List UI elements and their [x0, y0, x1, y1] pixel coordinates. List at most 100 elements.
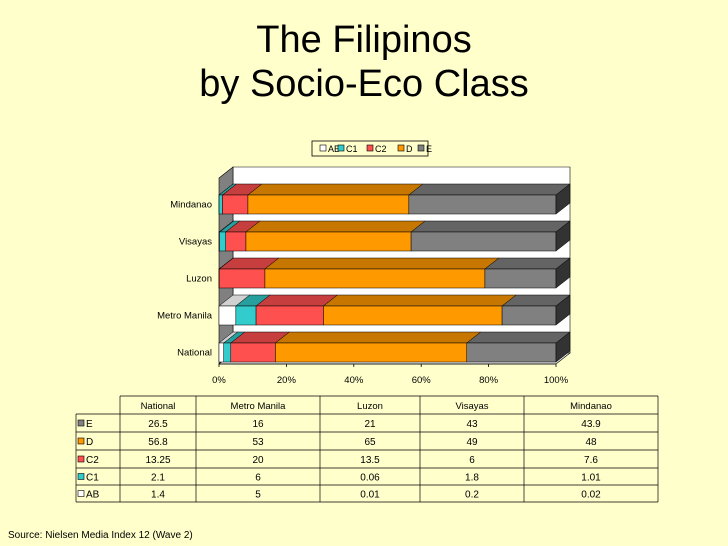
bar-end-metro-manila — [555, 294, 571, 326]
table-cell-e-national: 26.5 — [148, 419, 168, 430]
legend-swatch-e — [417, 144, 425, 152]
bar-segment-mindanao-c2 — [222, 194, 249, 215]
bar-top-mindanao-e — [408, 183, 571, 196]
table-cell-d-luzon: 65 — [364, 437, 376, 448]
bar-national — [218, 331, 571, 363]
x-axis: 0% 20% 40% 60% 80% 100% — [212, 363, 569, 386]
legend-label-d: D — [406, 144, 413, 154]
bar-segment-national-c2 — [230, 342, 276, 363]
legend-swatch-c1 — [337, 144, 345, 152]
bar-segment-national-e — [466, 342, 557, 363]
bar-segment-visayas-d — [245, 231, 412, 252]
table-header-metro-manila: Metro Manila — [231, 401, 287, 412]
bar-mindanao — [218, 183, 571, 215]
table-header-visayas: Visayas — [455, 401, 488, 412]
bar-top-luzon-d — [264, 257, 500, 270]
category-label-metro-manila: Metro Manila — [157, 311, 213, 322]
table-cell-e-luzon: 21 — [364, 419, 376, 430]
table-cell-c2-luzon: 13.5 — [360, 455, 380, 466]
table-cell-d-national: 56.8 — [148, 437, 168, 448]
bar-segment-metro-manila-ab — [218, 305, 237, 326]
bar-segment-national-ab — [218, 342, 224, 363]
table-cell-c2-metro-manila: 20 — [252, 455, 264, 466]
table-cell-ab-metro-manila: 5 — [255, 490, 261, 501]
table-cell-c2-visayas: 6 — [469, 455, 475, 466]
table-cell-ab-luzon: 0.01 — [360, 490, 380, 501]
table-cell-c1-visayas: 1.8 — [465, 473, 479, 484]
bar-top-national-e — [466, 331, 571, 344]
bar-top-visayas-e — [410, 220, 571, 233]
bar-top-metro-manila-d — [322, 294, 517, 307]
bar-segment-visayas-c1 — [219, 231, 226, 252]
bar-segment-mindanao-e — [408, 194, 557, 215]
table-swatch-ab — [77, 490, 85, 497]
table-cell-c1-luzon: 0.06 — [360, 473, 380, 484]
chart-title-line-2: by Socio-Eco Class — [199, 63, 529, 105]
x-tick-label-4: 80% — [479, 375, 499, 386]
table-cell-c2-mindanao: 7.6 — [584, 455, 598, 466]
bar-segment-mindanao-d — [247, 194, 410, 215]
table-swatch-c2 — [77, 455, 85, 463]
table-cell-d-visayas: 49 — [466, 437, 478, 448]
bar-segment-national-d — [275, 342, 467, 363]
table-cell-e-visayas: 43 — [466, 419, 478, 430]
legend-label-c1: C1 — [346, 144, 358, 154]
table-row-label-c2: C2 — [86, 455, 99, 466]
bar-end-visayas — [555, 220, 571, 252]
x-tick-label-5: 100% — [544, 375, 569, 386]
table-cell-e-mindanao: 43.9 — [581, 419, 601, 430]
table-cell-d-mindanao: 48 — [585, 437, 597, 448]
table-header-luzon: Luzon — [357, 401, 383, 412]
table-cell-ab-national: 1.4 — [151, 490, 165, 501]
table-swatch-d — [77, 437, 85, 445]
table-cell-c1-metro-manila: 6 — [255, 473, 261, 484]
bar-top-national-d — [274, 331, 482, 344]
bar-end-national — [555, 331, 571, 363]
bar-segment-visayas-e — [410, 231, 557, 252]
legend-label-c2: C2 — [375, 144, 387, 154]
table-row-label-ab: AB — [86, 490, 100, 501]
bar-top-mindanao-d — [247, 183, 424, 196]
table-header-mindanao: Mindanao — [570, 401, 612, 412]
legend-label-ab: AB — [328, 144, 340, 154]
bar-visayas — [218, 220, 571, 252]
legend: AB C1 C2 D E — [311, 140, 432, 157]
legend-swatch-d — [397, 144, 405, 152]
legend-swatch-ab — [319, 144, 327, 152]
bar-end-luzon — [555, 257, 571, 289]
bar-end-mindanao — [555, 183, 571, 215]
bar-segment-visayas-c2 — [225, 231, 247, 252]
table-cell-c1-national: 2.1 — [151, 473, 165, 484]
bar-top-visayas-d — [245, 220, 426, 233]
x-tick-label-1: 20% — [277, 375, 297, 386]
legend-label-e: E — [426, 144, 432, 154]
bar-metro-manila — [218, 294, 571, 326]
bar-segment-luzon-c2 — [218, 268, 266, 289]
table-row-label-e: E — [86, 419, 93, 430]
bar-segment-luzon-d — [264, 268, 486, 289]
table-cell-c2-national: 13.25 — [145, 455, 170, 466]
plot-area: Mindanao Visayas Luzon Metro Manila National — [157, 166, 571, 365]
category-label-visayas: Visayas — [179, 237, 212, 248]
bar-segment-metro-manila-c1 — [235, 305, 257, 326]
category-label-mindanao: Mindanao — [170, 200, 212, 211]
table-row-label-c1: C1 — [86, 473, 99, 484]
table-cell-c1-mindanao: 1.01 — [581, 473, 601, 484]
x-tick-label-3: 60% — [412, 375, 432, 386]
category-label-national: National — [177, 348, 212, 359]
table-cell-ab-visayas: 0.2 — [465, 490, 479, 501]
chart-title: The Filipinos by Socio-Eco Class — [0, 18, 728, 106]
x-tick-label-0: 0% — [212, 375, 226, 386]
bar-segment-metro-manila-c2 — [255, 305, 324, 326]
bar-segment-mindanao-c1 — [218, 194, 223, 215]
table-cell-d-metro-manila: 53 — [252, 437, 264, 448]
table-cell-e-metro-manila: 16 — [252, 419, 264, 430]
bar-segment-national-c1 — [223, 342, 232, 363]
legend-swatch-c2 — [366, 144, 374, 152]
table-header-national: National — [141, 401, 176, 412]
table-swatch-c1 — [77, 473, 85, 480]
data-table: National Metro Manila Luzon Visayas Mindanao… — [75, 395, 659, 503]
bar-segment-luzon-e — [484, 268, 557, 289]
bar-top-luzon-e — [484, 257, 571, 270]
